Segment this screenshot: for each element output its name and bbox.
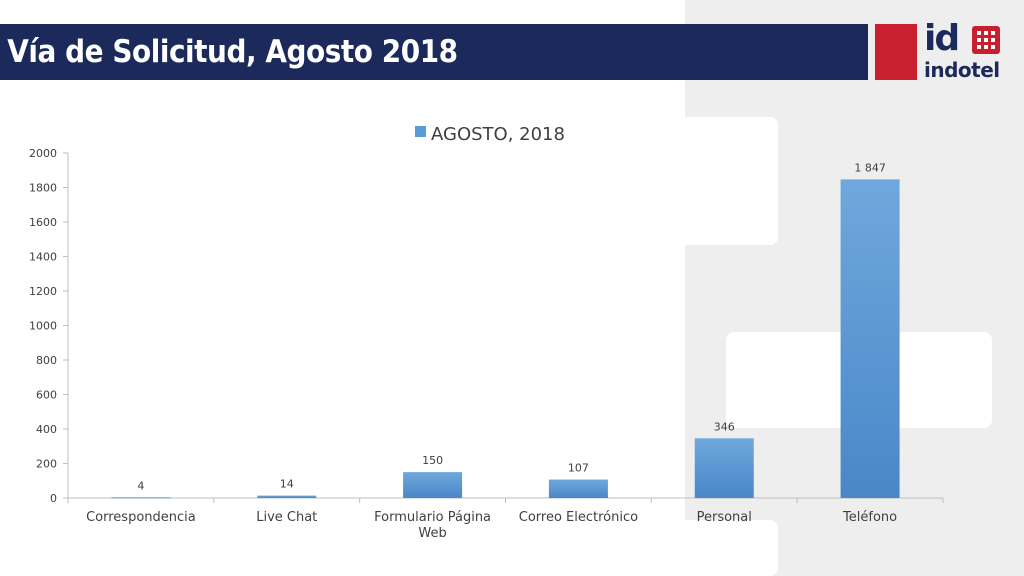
x-tick-label: Live Chat <box>256 510 317 525</box>
x-tick-label: Correspondencia <box>86 510 196 525</box>
logo-keypad-icon <box>972 26 1000 54</box>
bar <box>111 497 171 499</box>
data-label: 14 <box>280 478 294 491</box>
x-tick-label: Teléfono <box>842 510 897 525</box>
title-bar: Vía de Solicitud, Agosto 2018 <box>0 24 868 80</box>
legend-label: AGOSTO, 2018 <box>431 124 565 145</box>
y-tick-label: 2000 <box>29 147 57 160</box>
y-tick-label: 1400 <box>29 251 57 264</box>
data-label: 4 <box>137 479 144 492</box>
slide-title: Vía de Solicitud, Agosto 2018 <box>7 34 458 70</box>
y-tick-label: 400 <box>36 423 57 436</box>
bar <box>548 479 608 498</box>
y-tick-label: 600 <box>36 389 57 402</box>
y-tick-label: 1000 <box>29 320 57 333</box>
y-tick-label: 1600 <box>29 216 57 229</box>
x-tick-label: Personal <box>697 510 752 525</box>
bar <box>840 179 900 498</box>
legend-swatch <box>415 126 426 137</box>
x-tick-label: Formulario Página Web <box>374 510 491 541</box>
y-tick-label: 1200 <box>29 285 57 298</box>
bar <box>257 495 317 498</box>
bar <box>694 438 754 498</box>
background-tile <box>640 117 778 245</box>
data-label: 346 <box>714 420 735 433</box>
data-label: 150 <box>422 454 443 467</box>
logo-wordmark: indotel <box>924 58 1000 82</box>
bar <box>403 472 463 498</box>
data-label: 107 <box>568 462 589 475</box>
background-tile <box>640 520 778 576</box>
indotel-logo: id indotel <box>872 18 1024 84</box>
x-tick-label: Correo Electrónico <box>519 510 638 525</box>
logo-red-block <box>875 24 917 80</box>
y-tick-label: 1800 <box>29 182 57 195</box>
y-tick-label: 0 <box>50 492 57 505</box>
logo-mark: id <box>924 18 960 59</box>
data-label: 1 847 <box>854 161 886 174</box>
bar-chart: 0 200 400 600 800 1000 1200 1400 1600 1800 2000 4 Co… <box>29 124 944 541</box>
y-tick-label: 800 <box>36 354 57 367</box>
y-tick-label: 200 <box>36 458 57 471</box>
